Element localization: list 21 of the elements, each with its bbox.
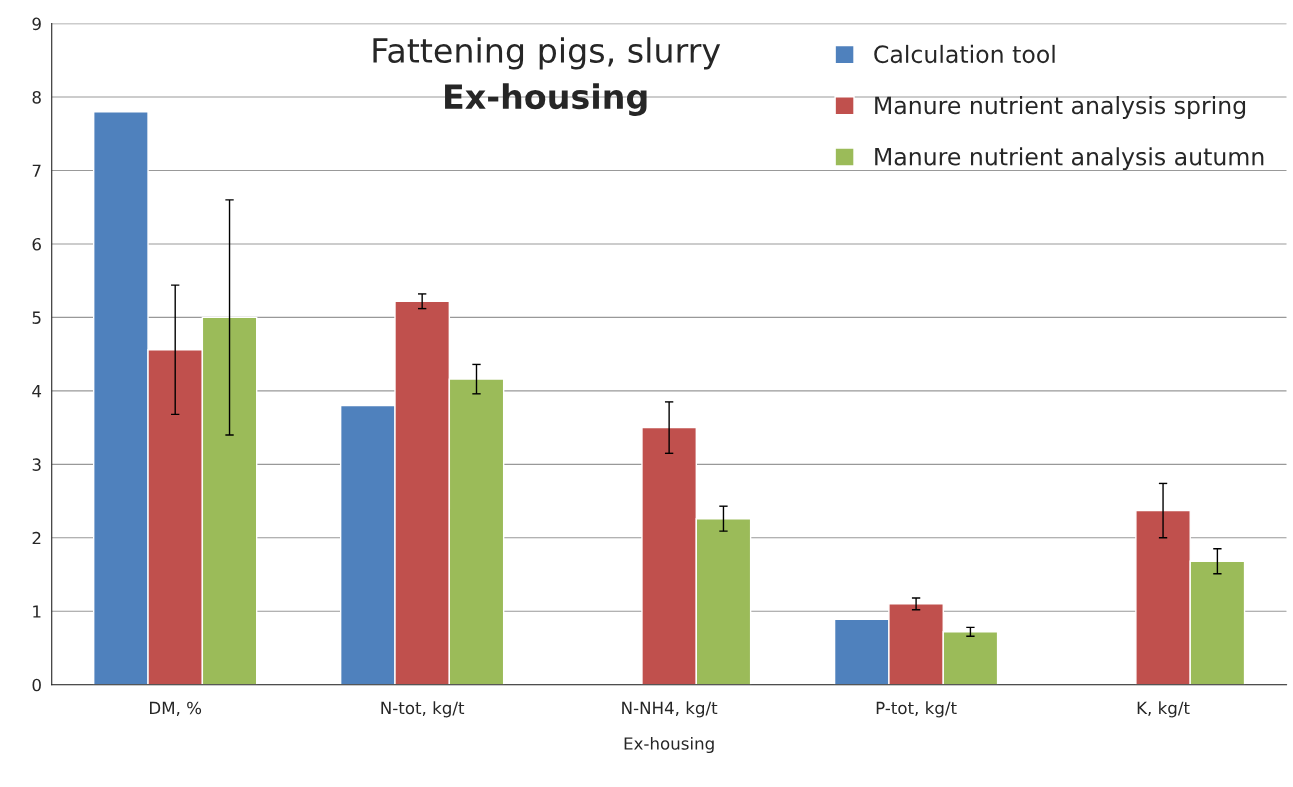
y-tick-label: 0 bbox=[32, 678, 41, 692]
x-tick-label: DM, % bbox=[150, 701, 202, 716]
legend-label: Calculation tool bbox=[874, 44, 1055, 64]
y-tick-label: 6 bbox=[32, 237, 41, 251]
y-tick-label: 5 bbox=[32, 311, 41, 324]
y-tick-label: 9 bbox=[32, 17, 41, 31]
x-tick-label: K, kg/t bbox=[1137, 701, 1190, 718]
chart-title: Fattening pigs, slurry bbox=[373, 37, 721, 70]
x-tick-label: P-tot, kg/t bbox=[876, 701, 957, 718]
y-tick-label: 1 bbox=[33, 605, 41, 618]
legend-label: Manure nutrient analysis autumn bbox=[875, 147, 1264, 171]
text: Ex-housing bbox=[445, 83, 647, 116]
y-tick-label: 4 bbox=[32, 385, 42, 398]
y-tick-label: 8 bbox=[32, 91, 41, 104]
legend-label: Manure nutrient analysis spring bbox=[875, 96, 1246, 119]
x-tick-label: N-tot, kg/t bbox=[381, 701, 465, 718]
x-axis-title: Ex-housing bbox=[624, 736, 714, 754]
y-tick-label: 3 bbox=[32, 458, 41, 471]
x-tick-label: N-NH4, kg/t bbox=[622, 701, 718, 718]
y-tick-label: 7 bbox=[32, 164, 41, 177]
y-tick-label: 2 bbox=[32, 531, 41, 545]
